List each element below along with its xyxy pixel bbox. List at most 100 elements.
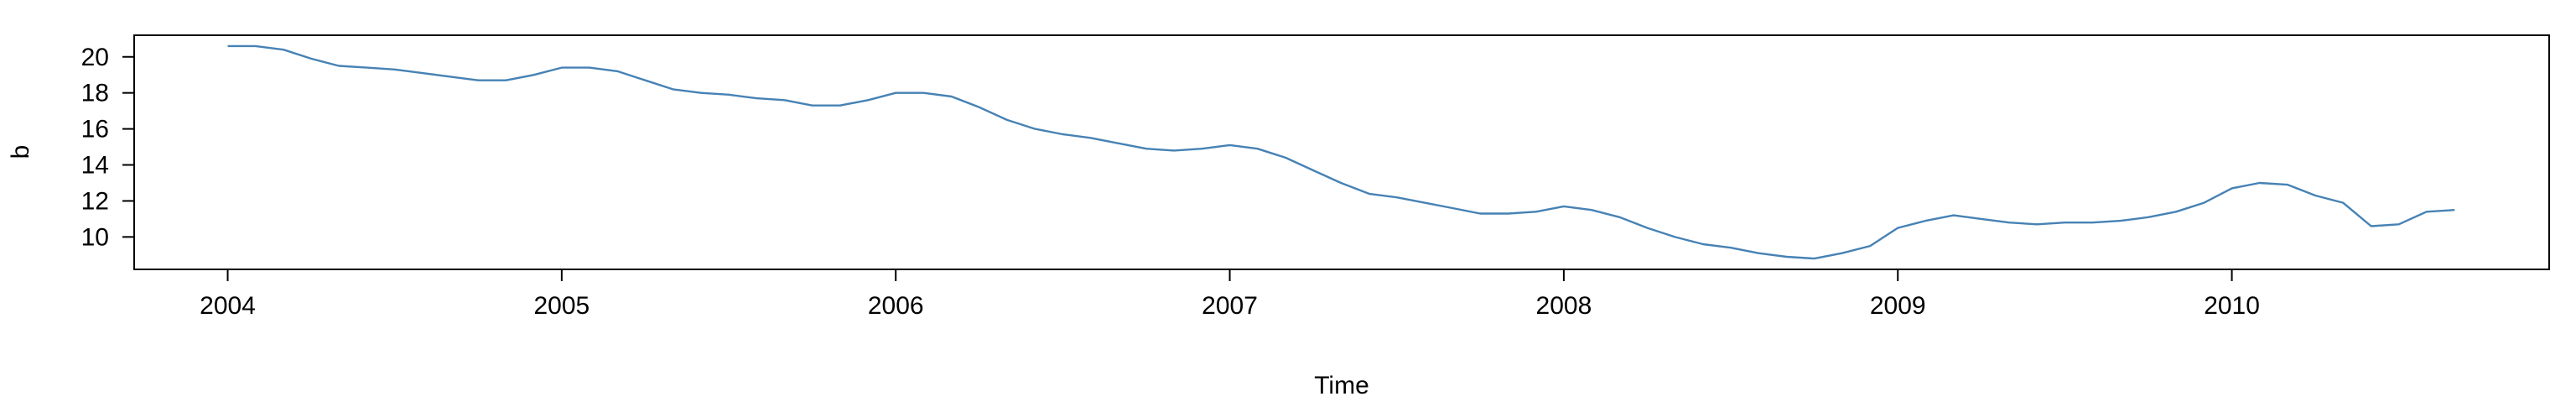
data-point [1118,143,1119,144]
y-tick-label: 18 [81,80,109,107]
data-point [1841,252,1843,253]
data-point [756,97,757,99]
data-point [226,45,228,47]
data-point [1674,236,1675,237]
data-point [2398,223,2400,225]
y-tick-label: 20 [81,44,109,71]
data-point [1535,211,1537,212]
data-point [1312,170,1314,171]
data-point [1062,133,1063,135]
x-tick-label: 2005 [534,292,590,320]
x-tick-label: 2008 [1536,292,1592,320]
data-point [951,96,953,97]
data-point [366,66,367,68]
data-point [2426,211,2428,212]
data-point [672,88,673,90]
data-point [1618,217,1620,218]
data-point [2091,222,2093,223]
data-point [1396,196,1398,198]
data-point [2120,220,2122,222]
data-point [1758,252,1759,253]
data-point [1368,193,1369,195]
data-point [1924,220,1926,222]
data-point [2258,182,2260,184]
data-point [839,105,840,107]
data-point [616,70,618,72]
data-point [922,91,924,93]
data-point [310,58,312,60]
data-point [811,105,813,107]
x-tick-label: 2006 [868,292,924,320]
data-point [1702,243,1704,245]
data-point [283,49,284,50]
data-point [338,65,340,66]
data-point [1953,214,1955,216]
data-point [979,107,980,108]
data-point [1869,245,1871,247]
x-tick-label: 2010 [2204,292,2260,320]
data-point [2008,222,2010,223]
data-point [1730,247,1732,248]
data-point [644,79,646,81]
data-point [2064,222,2065,223]
data-point [477,79,479,81]
data-point [1228,144,1230,146]
data-point [394,69,396,70]
y-tick-label: 12 [81,187,109,215]
x-axis: 2004 2005 2006 2007 2008 2009 2010 [200,269,2260,320]
y-tick-label: 10 [81,223,109,251]
data-point [1173,149,1175,151]
data-point [1591,209,1592,211]
data-point [1452,207,1453,209]
data-point [2454,209,2455,211]
y-tick-label: 16 [81,116,109,143]
data-point [1285,157,1286,159]
data-point [1563,206,1565,207]
data-point [2148,217,2149,218]
data-point [1340,182,1342,184]
data-point [1006,119,1008,121]
data-point [1507,212,1509,214]
data-point [449,76,451,77]
data-point [867,99,869,101]
data-point [1145,148,1147,149]
data-point [2175,211,2177,212]
data-point [2036,223,2038,225]
data-point [589,66,590,68]
data-point [2287,184,2288,185]
data-point [2370,225,2371,227]
data-point [1897,227,1898,228]
x-tick-label: 2004 [200,292,256,320]
data-point [1479,212,1481,214]
plot-frame [133,34,2550,270]
data-point [533,74,535,76]
data-point [2231,187,2232,189]
y-axis-label: b [7,145,34,159]
x-tick-label: 2009 [1870,292,1926,320]
y-axis: 10 12 14 16 18 20 [81,44,135,251]
data-point [422,72,423,74]
data-point [1201,148,1202,149]
data-point [2314,195,2316,196]
data-point [728,94,730,96]
data-point [2203,201,2205,203]
data-point [561,66,563,68]
x-axis-label: Time [1314,372,1369,399]
data-point [1034,128,1036,129]
data-points [226,45,2455,260]
data-point [2342,201,2344,203]
y-tick-label: 14 [81,152,109,180]
data-point [700,91,702,93]
data-point [1424,201,1426,203]
data-point [783,99,785,101]
data-point [1089,137,1091,138]
x-tick-label: 2007 [1202,292,1258,320]
data-point [254,45,256,47]
data-point [1981,218,1982,220]
data-point [1256,148,1258,149]
data-point [895,91,896,93]
data-point [1785,256,1787,258]
series-line [227,44,2455,260]
